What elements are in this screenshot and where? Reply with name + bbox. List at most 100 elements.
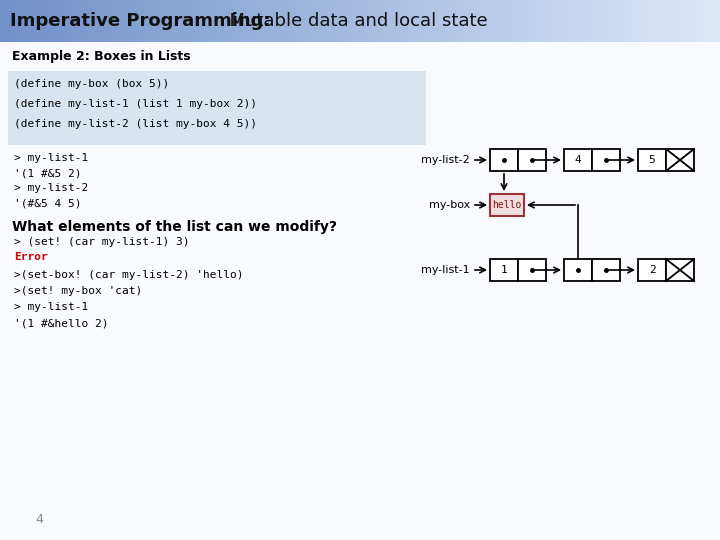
Bar <box>122 0 127 42</box>
Bar <box>396 0 400 42</box>
Bar <box>583 0 588 42</box>
Bar <box>562 0 566 42</box>
Bar <box>173 0 177 42</box>
Text: Imperative Programming:: Imperative Programming: <box>10 12 271 30</box>
Text: my-box: my-box <box>428 200 470 210</box>
Bar <box>266 0 271 42</box>
Bar <box>626 0 631 42</box>
Bar <box>638 259 666 281</box>
Bar <box>256 0 260 42</box>
Text: Error: Error <box>14 252 48 262</box>
Bar <box>0 0 4 42</box>
Bar <box>490 0 494 42</box>
Bar <box>194 0 199 42</box>
Bar <box>655 0 660 42</box>
Bar <box>292 0 296 42</box>
Bar <box>166 0 170 42</box>
Bar <box>713 0 717 42</box>
Bar <box>392 0 397 42</box>
Bar <box>220 0 224 42</box>
Bar <box>317 0 321 42</box>
Bar <box>407 0 411 42</box>
Bar <box>446 0 451 42</box>
Bar <box>320 0 325 42</box>
Bar <box>245 0 249 42</box>
Bar <box>248 0 253 42</box>
Text: Example 2: Boxes in Lists: Example 2: Boxes in Lists <box>12 50 191 63</box>
Bar <box>619 0 624 42</box>
Bar <box>202 0 206 42</box>
Bar <box>475 0 480 42</box>
Text: my-list-1: my-list-1 <box>421 265 470 275</box>
Bar <box>83 0 87 42</box>
Bar <box>623 0 627 42</box>
Bar <box>688 0 692 42</box>
Bar <box>572 0 577 42</box>
Text: (define my-list-1 (list 1 my-box 2)): (define my-list-1 (list 1 my-box 2)) <box>14 99 257 109</box>
Bar <box>518 259 546 281</box>
Bar <box>180 0 184 42</box>
Bar <box>684 0 688 42</box>
Bar <box>130 0 134 42</box>
Bar <box>299 0 303 42</box>
Bar <box>205 0 210 42</box>
Bar <box>490 259 518 281</box>
Bar <box>288 0 292 42</box>
Bar <box>500 0 505 42</box>
Text: >(set! my-box 'cat): >(set! my-box 'cat) <box>14 286 143 296</box>
Bar <box>302 0 307 42</box>
Bar <box>644 0 649 42</box>
Text: '(1 #&hello 2): '(1 #&hello 2) <box>14 318 109 328</box>
Bar <box>666 149 694 171</box>
Bar <box>374 0 379 42</box>
Bar <box>648 0 652 42</box>
Text: > my-list-1: > my-list-1 <box>14 302 89 312</box>
Bar <box>108 0 112 42</box>
Bar <box>554 0 559 42</box>
Bar <box>14 0 19 42</box>
Text: (define my-box (box 5)): (define my-box (box 5)) <box>14 79 169 89</box>
Bar <box>346 0 350 42</box>
Bar <box>58 0 62 42</box>
Bar <box>698 0 703 42</box>
Bar <box>439 0 444 42</box>
Bar <box>522 0 526 42</box>
Bar <box>564 259 592 281</box>
Bar <box>144 0 148 42</box>
Bar <box>526 0 530 42</box>
Bar <box>666 0 670 42</box>
Bar <box>126 0 130 42</box>
Bar <box>565 0 570 42</box>
Bar <box>662 0 667 42</box>
Bar <box>468 0 472 42</box>
Text: >(set-box! (car my-list-2) 'hello): >(set-box! (car my-list-2) 'hello) <box>14 270 243 280</box>
Bar <box>148 0 152 42</box>
Bar <box>72 0 76 42</box>
Bar <box>18 0 22 42</box>
Bar <box>367 0 372 42</box>
Bar <box>490 194 524 216</box>
Bar <box>241 0 246 42</box>
Bar <box>155 0 159 42</box>
Bar <box>212 0 217 42</box>
Bar <box>608 0 613 42</box>
Bar <box>540 0 544 42</box>
Bar <box>356 0 361 42</box>
Bar <box>169 0 174 42</box>
Bar <box>61 0 66 42</box>
Bar <box>353 0 357 42</box>
Text: What elements of the list can we modify?: What elements of the list can we modify? <box>12 220 337 234</box>
Bar <box>493 0 498 42</box>
Text: > (set! (car my-list-1) 3): > (set! (car my-list-1) 3) <box>14 237 189 247</box>
Bar <box>86 0 91 42</box>
Bar <box>652 0 656 42</box>
Bar <box>706 0 710 42</box>
Bar <box>184 0 188 42</box>
Bar <box>592 149 620 171</box>
Text: '(1 #&5 2): '(1 #&5 2) <box>14 168 81 178</box>
Bar <box>709 0 714 42</box>
Bar <box>284 0 289 42</box>
Bar <box>43 0 48 42</box>
Bar <box>518 149 546 171</box>
Bar <box>464 0 469 42</box>
